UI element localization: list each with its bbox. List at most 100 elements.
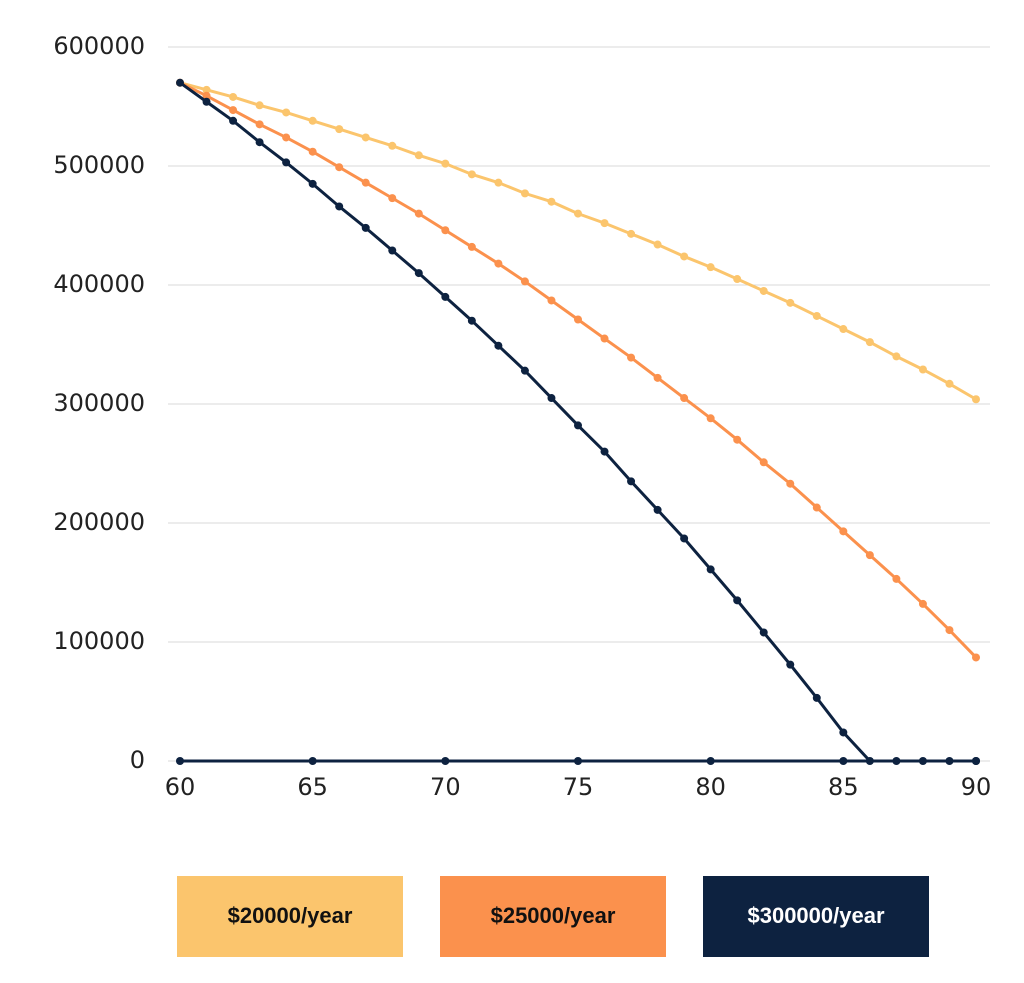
y-tick-label: 400000 (53, 270, 145, 298)
data-point (335, 202, 344, 211)
data-point (706, 414, 715, 423)
data-point (627, 477, 636, 486)
data-point (892, 757, 901, 765)
data-point (653, 505, 662, 514)
data-point (812, 693, 821, 702)
data-point (335, 163, 344, 172)
data-point (945, 757, 954, 765)
data-point (361, 223, 370, 232)
data-point (308, 179, 317, 188)
series-line (179, 81, 978, 659)
data-point (494, 178, 503, 187)
data-point (441, 226, 450, 235)
data-point (600, 334, 609, 343)
x-tick-label: 90 (961, 773, 992, 801)
legend-swatch (440, 876, 666, 957)
data-point (574, 315, 582, 324)
data-point (812, 311, 821, 320)
x-tick-label: 85 (828, 773, 859, 801)
legend-label: $20000/year (228, 903, 353, 928)
data-point (547, 394, 556, 403)
x-tick-mark (839, 757, 848, 765)
data-point (839, 325, 848, 334)
data-point (600, 219, 609, 228)
y-tick-label: 100000 (53, 627, 145, 655)
data-point (892, 352, 901, 361)
data-point (467, 242, 476, 251)
data-point (255, 138, 264, 147)
data-point (972, 757, 980, 765)
data-point (520, 277, 529, 286)
data-point (361, 133, 370, 142)
data-point (441, 159, 450, 168)
data-point (627, 229, 636, 238)
x-tick-mark (308, 757, 317, 765)
data-point (759, 286, 768, 295)
data-point (467, 170, 476, 179)
data-point (892, 574, 901, 583)
data-point (733, 435, 742, 444)
data-point (918, 365, 927, 374)
data-point (653, 373, 662, 382)
data-point (600, 447, 609, 456)
data-point (706, 263, 715, 272)
data-point (680, 394, 689, 403)
data-point (467, 316, 476, 325)
data-point (839, 728, 848, 737)
data-point (972, 395, 980, 404)
data-point (945, 379, 954, 388)
x-tick-mark (441, 757, 450, 765)
legend-swatch (177, 876, 403, 957)
x-tick-mark (176, 757, 184, 765)
data-point (547, 296, 556, 305)
data-point (282, 133, 291, 142)
data-point (865, 338, 874, 347)
y-tick-label: 300000 (53, 389, 145, 417)
data-point (759, 458, 768, 467)
data-point (308, 116, 317, 125)
series-line (179, 81, 977, 401)
data-point (388, 246, 397, 255)
y-tick-label: 500000 (53, 151, 145, 179)
data-point (918, 757, 927, 765)
data-point (414, 151, 423, 160)
data-point (918, 599, 927, 608)
x-tick-label: 80 (695, 773, 726, 801)
data-point (176, 78, 184, 87)
data-point (229, 92, 238, 101)
data-point (388, 141, 397, 150)
data-point (627, 353, 636, 362)
legend-swatch (703, 876, 929, 957)
data-point (839, 527, 848, 536)
data-point (574, 421, 582, 430)
x-tick-label: 75 (563, 773, 594, 801)
data-point (653, 240, 662, 249)
legend-label: $300000/year (747, 903, 884, 928)
data-point (229, 116, 238, 125)
y-tick-label: 200000 (53, 508, 145, 536)
data-point (733, 596, 742, 605)
data-point (335, 125, 344, 134)
data-point (865, 757, 874, 765)
data-point (361, 178, 370, 187)
data-point (680, 534, 689, 543)
data-point (255, 101, 264, 110)
data-point (865, 551, 874, 560)
data-point (414, 209, 423, 218)
data-point (308, 147, 317, 156)
data-point (733, 275, 742, 284)
data-point (388, 194, 397, 203)
data-point (759, 628, 768, 637)
legend-label: $25000/year (491, 903, 616, 928)
data-point (441, 292, 450, 301)
x-tick-mark (574, 757, 582, 765)
data-point (786, 479, 795, 488)
data-point (574, 209, 582, 218)
x-tick-mark (706, 757, 715, 765)
x-tick-label: 65 (297, 773, 328, 801)
y-tick-label: 0 (130, 746, 145, 774)
data-point (520, 189, 529, 198)
x-tick-label: 70 (430, 773, 461, 801)
data-point (547, 197, 556, 206)
data-point (812, 503, 821, 512)
